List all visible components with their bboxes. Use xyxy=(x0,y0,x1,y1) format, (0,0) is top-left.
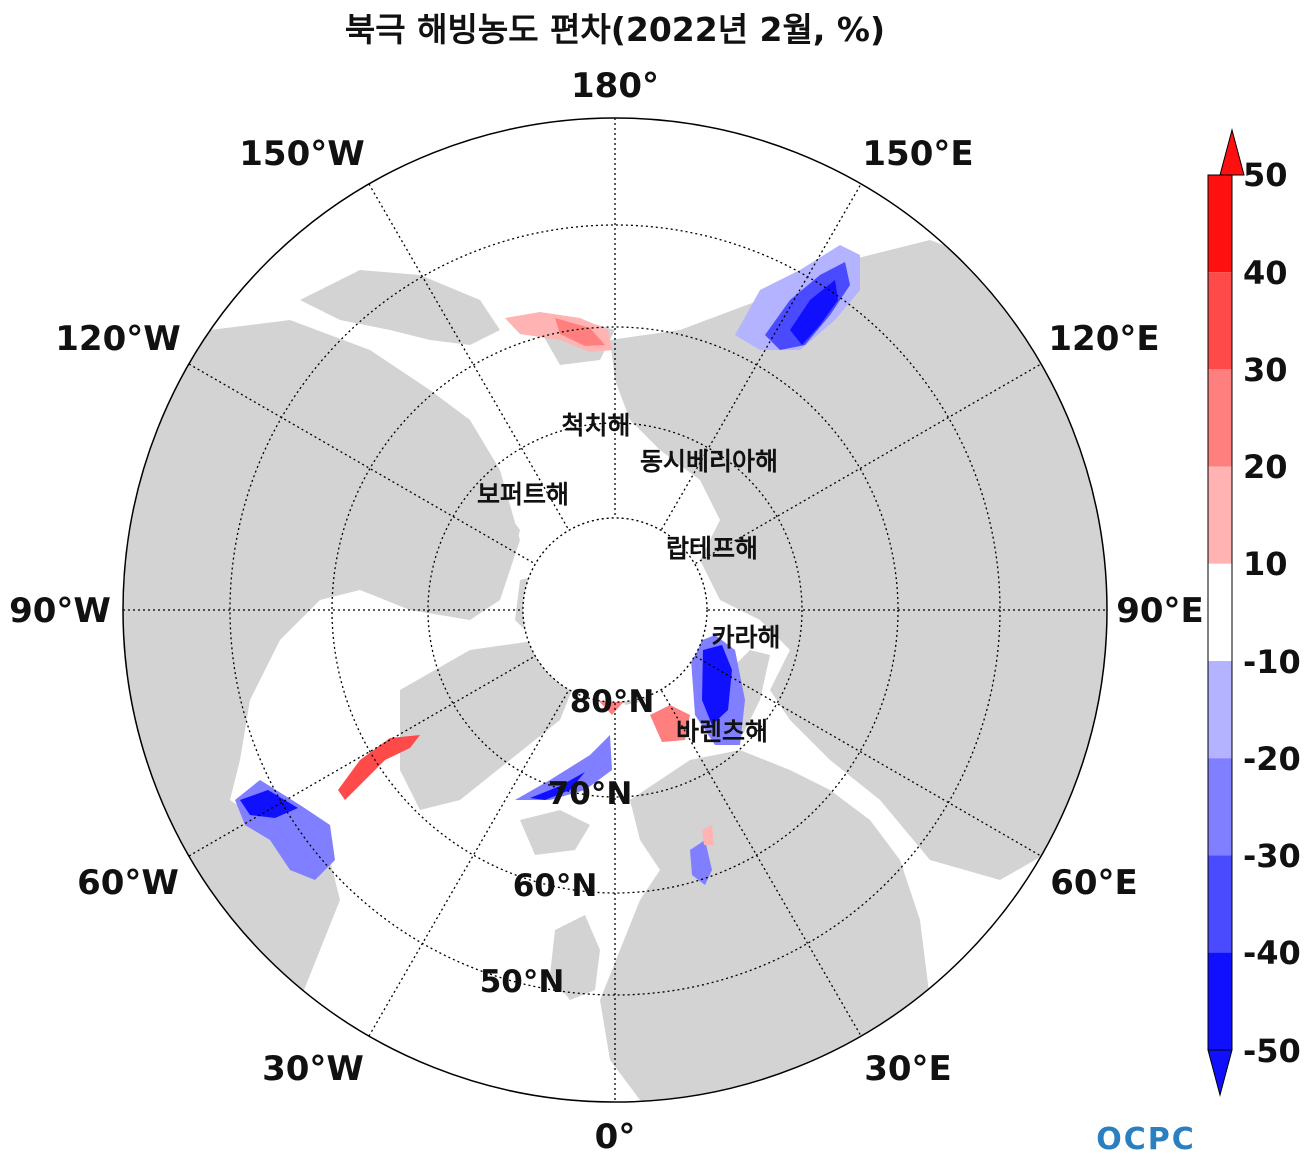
lat-label-60n: 60°N xyxy=(513,868,598,904)
colorbar-bin xyxy=(1208,661,1232,759)
land-europe xyxy=(600,750,930,1102)
lon-label-150e: 150°E xyxy=(862,134,973,174)
lon-label-60w: 60°W xyxy=(77,863,179,903)
colorbar-extend-top xyxy=(1219,128,1245,176)
colorbar-bin xyxy=(1208,369,1232,467)
colorbar-frame xyxy=(1207,174,1233,1051)
positive-anomaly-baltic xyxy=(702,825,714,845)
lon-label-120e: 120°E xyxy=(1048,319,1159,359)
colorbar-bin xyxy=(1208,272,1232,370)
polar-cap xyxy=(523,518,707,702)
colorbar-bin xyxy=(1208,563,1232,661)
colorbar-tick-label: 10 xyxy=(1243,545,1288,583)
sea-label-barents: 바렌츠해 xyxy=(676,717,768,746)
sea-label-kara: 카라해 xyxy=(711,623,780,652)
colorbar-bin xyxy=(1208,952,1232,1050)
positive-anomaly-baffin xyxy=(338,735,420,800)
colorbar-extend-bottom xyxy=(1207,1049,1233,1097)
ocpc-logo: OCPC xyxy=(1096,1122,1196,1157)
positive-anomaly-bering-core xyxy=(555,318,605,346)
lat-label-80n: 80°N xyxy=(570,684,655,720)
colorbar-tick-label: 40 xyxy=(1243,254,1288,292)
colorbar-tick-label: 50 xyxy=(1243,156,1288,194)
lon-label-30w: 30°W xyxy=(262,1049,364,1089)
sea-label-beaufort: 보퍼트해 xyxy=(477,480,569,509)
negative-anomaly-greenland-sea xyxy=(515,735,612,800)
land-masses xyxy=(123,240,1107,1102)
land-iceland xyxy=(520,810,590,855)
colorbar-bin xyxy=(1208,175,1232,273)
negative-anomaly-baltic xyxy=(690,840,712,885)
colorbar-bin xyxy=(1208,855,1232,953)
colorbar-bin xyxy=(1208,466,1232,564)
lon-label-60e: 60°E xyxy=(1050,863,1138,903)
colorbar-tick-label: -10 xyxy=(1243,643,1301,681)
positive-anomaly-barents xyxy=(650,705,690,742)
land-alaska xyxy=(300,270,500,345)
land-greenland xyxy=(400,640,580,810)
sea-label-laptev: 랍테프해 xyxy=(666,534,758,563)
land-british-isles xyxy=(550,915,600,1000)
sea-label-chukchi: 척치해 xyxy=(561,411,630,440)
logo-text: OCPC xyxy=(1096,1122,1196,1157)
lat-label-50n: 50°N xyxy=(480,964,565,1000)
colorbar: 50 40 30 20 10 -10 -20 -30 -40 -50 xyxy=(1207,128,1301,1097)
lon-label-90e: 90°E xyxy=(1116,591,1204,631)
lon-label-180: 180° xyxy=(571,66,659,106)
colorbar-tick-label: -20 xyxy=(1243,740,1301,778)
sea-label-east-siberian: 동시베리아해 xyxy=(640,447,778,476)
map-disc xyxy=(123,118,1107,1102)
longitude-labels: 180° 150°E 120°E 90°E 60°E 30°E 0° 30°W … xyxy=(9,66,1204,1157)
anomaly-shading xyxy=(235,245,860,885)
lon-label-0: 0° xyxy=(595,1117,636,1157)
colorbar-tick-label: -50 xyxy=(1243,1032,1301,1070)
negative-anomaly-hudson-core xyxy=(240,790,298,818)
lon-label-120w: 120°W xyxy=(55,319,180,359)
lon-label-90w: 90°W xyxy=(9,591,111,631)
lon-label-150w: 150°W xyxy=(239,134,364,174)
colorbar-tick-label: 20 xyxy=(1243,448,1288,486)
sea-labels: 척치해 동시베리아해 보퍼트해 랍테프해 카라해 바렌츠해 xyxy=(477,411,781,746)
colorbar-tick-label: -30 xyxy=(1243,837,1301,875)
lon-label-30e: 30°E xyxy=(864,1049,952,1089)
colorbar-bin xyxy=(1208,758,1232,856)
map-boundary xyxy=(122,117,1108,1103)
colorbar-tick-label: 30 xyxy=(1243,351,1288,389)
colorbar-tick-label: -40 xyxy=(1243,934,1301,972)
negative-anomaly-greenland-core xyxy=(530,772,585,800)
lat-label-70n: 70°N xyxy=(548,776,633,812)
map-title: 북극 해빙농도 편차(2022년 2월, %) xyxy=(345,10,885,49)
latitude-labels: 80°N 70°N 60°N 50°N xyxy=(480,684,655,1000)
land-arctic-archipelago xyxy=(380,470,520,575)
land-siberia xyxy=(610,240,1107,880)
negative-anomaly-okhotsk-core xyxy=(790,280,838,345)
